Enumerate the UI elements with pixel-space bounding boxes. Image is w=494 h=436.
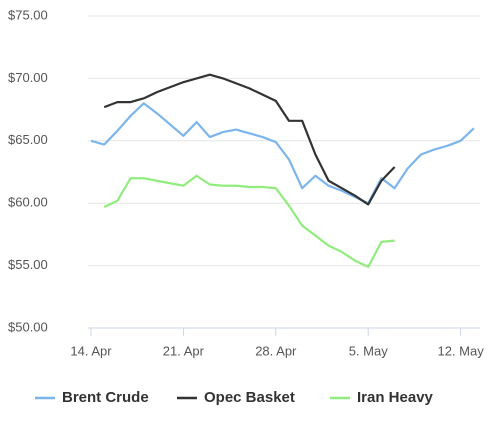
x-tick-label: 12. May [437,343,484,358]
line [103,73,396,206]
y-tick-label: $65.00 [8,132,48,147]
y-tick-label: $70.00 [8,70,48,85]
line [103,174,395,268]
x-tick-label: 14. Apr [70,343,112,358]
legend-label: Opec Basket [204,389,295,406]
legend-label: Iran Heavy [357,389,434,406]
legend-label: Brent Crude [62,389,149,406]
y-tick-label: $60.00 [8,195,48,210]
x-tick-label: 28. Apr [255,343,297,358]
y-tick-label: $50.00 [8,319,48,334]
y-tick-label: $75.00 [8,7,48,22]
x-tick-label: 21. Apr [163,343,205,358]
line [90,102,475,205]
y-tick-label: $55.00 [8,257,48,272]
x-tick-label: 5. May [349,343,389,358]
